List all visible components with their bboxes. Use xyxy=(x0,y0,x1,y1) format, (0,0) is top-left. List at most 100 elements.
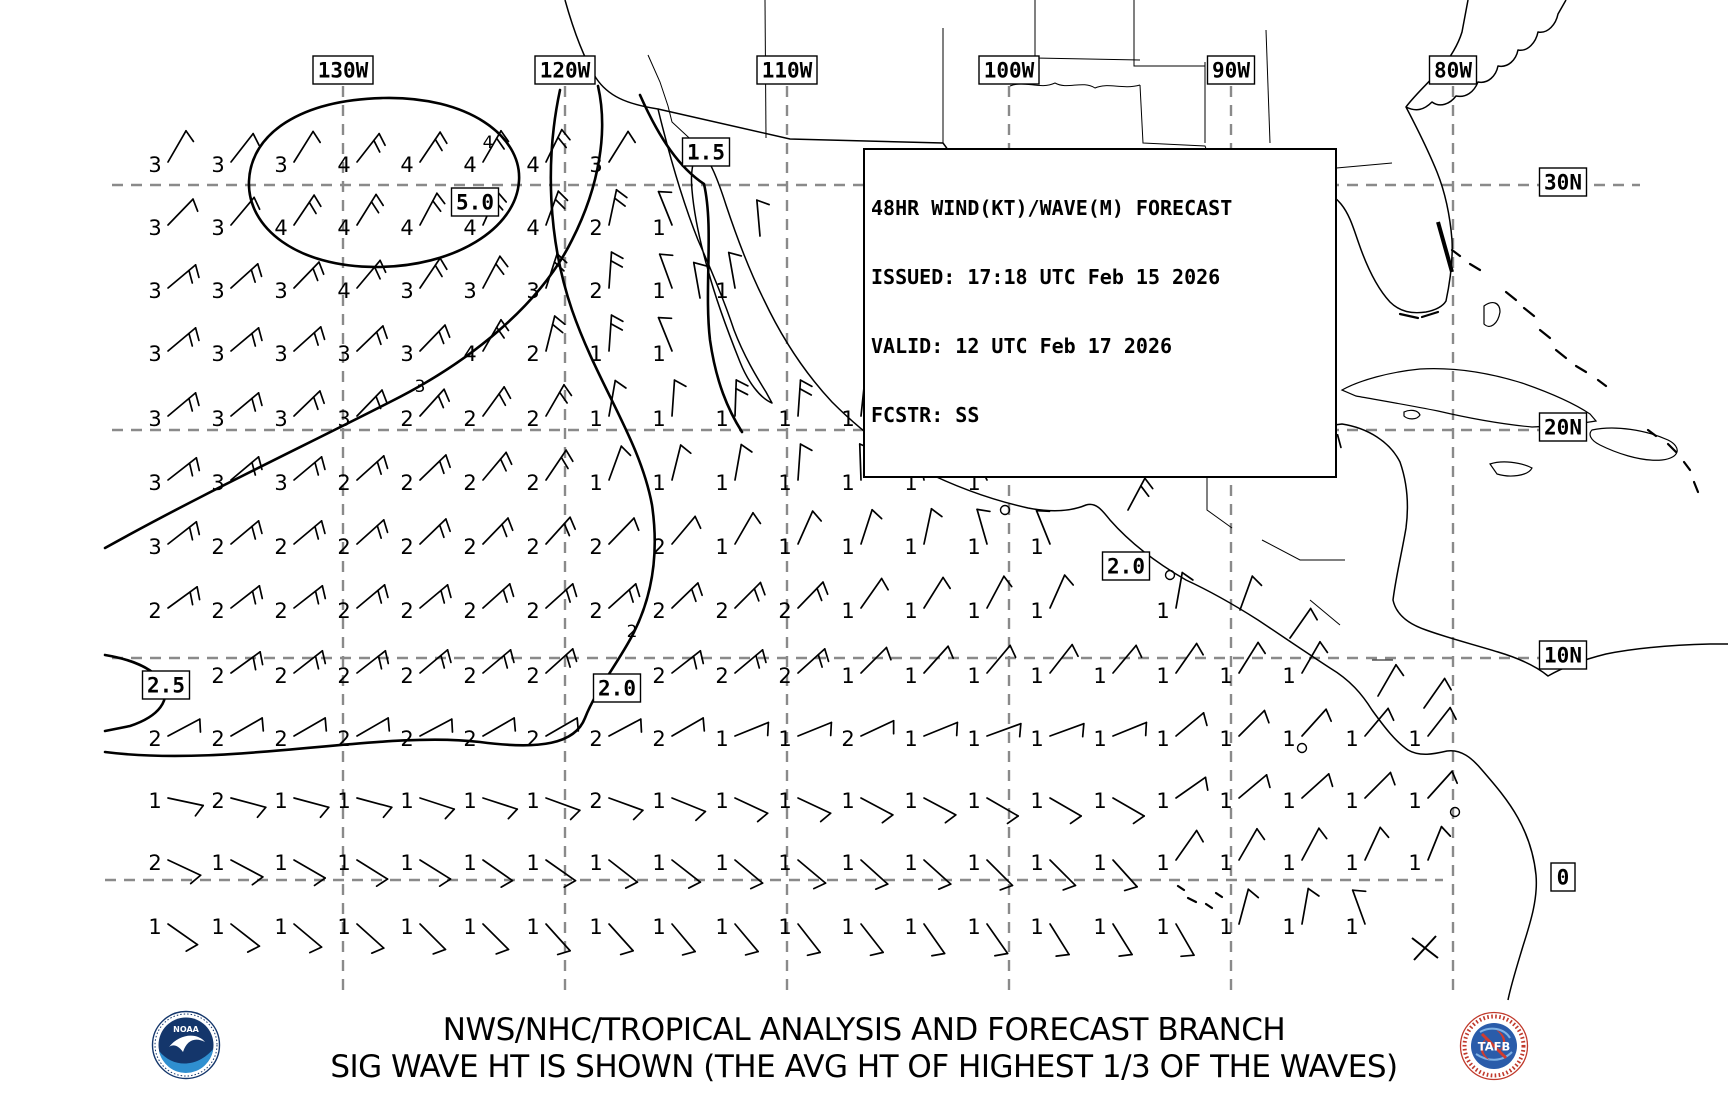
wave-height-value: 2 xyxy=(274,664,287,688)
wind-barb-feather xyxy=(740,443,753,453)
wave-height-value: 3 xyxy=(274,342,287,366)
wave-height-value: 1 xyxy=(967,851,980,875)
wind-barb-feather xyxy=(558,391,568,404)
wave-height-value: 1 xyxy=(1030,664,1043,688)
wind-barb-feather xyxy=(1135,644,1143,659)
wind-barb-feather xyxy=(312,267,319,282)
wave-height-value: 2 xyxy=(652,535,665,559)
wave-height-value: 2 xyxy=(211,664,224,688)
wave-height-value: 1 xyxy=(1219,915,1232,939)
wave-height-value: 1 xyxy=(904,851,917,875)
wave-height-value: 2 xyxy=(526,727,539,751)
wind-barb-staff xyxy=(1351,889,1366,925)
wind-barb-staff xyxy=(1301,887,1310,925)
wind-barb-feather xyxy=(499,458,507,472)
wind-barb-feather xyxy=(188,332,194,347)
wind-barb-staff xyxy=(860,508,873,545)
wave-height-value: 2 xyxy=(463,407,476,431)
wind-barb-feather xyxy=(930,952,946,957)
wave-height-value: 1 xyxy=(1219,727,1232,751)
wave-height-value: 2 xyxy=(589,599,602,623)
wind-barb-staff xyxy=(167,456,198,481)
wind-barb-staff xyxy=(419,388,445,417)
wind-barb-feather xyxy=(253,196,261,211)
small-island-dash xyxy=(1538,328,1552,340)
wind-barb-feather xyxy=(313,877,327,887)
wind-barb-staff xyxy=(167,264,197,289)
wind-barb-feather xyxy=(319,326,326,341)
wind-barb-feather xyxy=(495,948,510,955)
wind-barb-staff xyxy=(419,584,449,609)
wave-height-value: 1 xyxy=(652,407,665,431)
wind-barb-staff xyxy=(608,130,629,163)
wave-height-value: 1 xyxy=(589,471,602,495)
wind-barb-staff xyxy=(419,131,441,163)
wind-barb-staff xyxy=(1289,607,1312,639)
wind-barb-staff xyxy=(976,508,988,545)
wind-barb-feather xyxy=(1003,575,1013,588)
wind-barb-staff xyxy=(1175,712,1205,737)
longitude-label-box xyxy=(1428,55,1478,85)
wind-barb-staff xyxy=(167,327,197,352)
wind-barb-staff xyxy=(293,520,323,545)
wave-height-value: 1 xyxy=(1282,851,1295,875)
latitude-label: 10N xyxy=(1544,644,1582,668)
wave-height-contour xyxy=(103,88,657,758)
wave-height-value: 3 xyxy=(211,153,224,177)
wave-height-value: 1 xyxy=(904,789,917,813)
wind-barb-feather xyxy=(565,588,571,603)
wind-barb-staff xyxy=(797,648,826,674)
wave-height-value: 1 xyxy=(211,851,224,875)
wind-barb-feather xyxy=(819,812,832,823)
wind-barb-feather xyxy=(372,139,381,153)
wave-height-value: 1 xyxy=(778,471,791,495)
wind-barb-staff xyxy=(419,454,447,481)
wind-barb-feather xyxy=(755,654,761,669)
wind-barb-staff xyxy=(1301,773,1330,799)
wind-barb-feather xyxy=(375,395,382,410)
contour-value-label-box xyxy=(681,137,731,167)
wave-height-value: 2 xyxy=(463,664,476,688)
contour-inline-label: 4 xyxy=(483,133,494,153)
wave-height-value: 1 xyxy=(652,216,665,240)
wind-barb-feather xyxy=(192,198,199,213)
wave-height-value: 1 xyxy=(589,851,602,875)
wave-height-value: 1 xyxy=(1408,727,1421,751)
wind-barb-feather xyxy=(257,327,263,342)
wave-height-value: 1 xyxy=(715,535,728,559)
wind-barb-feather xyxy=(1351,889,1367,893)
wind-barb-feather xyxy=(378,132,386,147)
wind-barb-staff xyxy=(671,717,705,737)
wind-barb-feather xyxy=(198,718,202,733)
wind-barb-feather xyxy=(251,332,257,347)
wind-barb-staff xyxy=(923,721,959,737)
wind-barb-staff xyxy=(545,859,577,882)
wind-barb-staff xyxy=(545,190,560,226)
wind-barb-feather xyxy=(246,945,261,953)
wind-barb-feather xyxy=(829,721,833,737)
wind-barb-feather xyxy=(251,461,257,476)
wind-barb-staff xyxy=(1238,774,1268,799)
small-island-dash xyxy=(1398,312,1420,320)
wind-barb-staff xyxy=(293,584,324,609)
wind-barb-feather xyxy=(1263,709,1270,724)
wind-barb-feather xyxy=(314,590,320,605)
wind-barb-staff xyxy=(860,923,885,954)
contour-value-label: 2.0 xyxy=(598,677,636,701)
wind-barb-staff xyxy=(797,721,833,737)
wind-barb-staff xyxy=(482,649,512,674)
political-border xyxy=(1309,599,1341,626)
wind-barb-feather xyxy=(1325,708,1333,723)
info-line-issued: ISSUED: 17:18 UTC Feb 15 2026 xyxy=(871,265,1221,289)
wind-barb-staff xyxy=(293,717,327,737)
wind-barb-feather xyxy=(321,649,327,665)
wind-barb-staff xyxy=(545,315,556,352)
wind-barb-feather xyxy=(799,443,813,452)
wind-barb-staff xyxy=(167,797,205,807)
wave-height-value: 1 xyxy=(400,915,413,939)
wind-barb-feather xyxy=(944,814,957,824)
wind-barb-staff xyxy=(1175,776,1207,799)
wave-height-value: 2 xyxy=(400,535,413,559)
longitude-label: 90W xyxy=(1212,59,1250,83)
wind-barb-feather xyxy=(446,649,452,664)
